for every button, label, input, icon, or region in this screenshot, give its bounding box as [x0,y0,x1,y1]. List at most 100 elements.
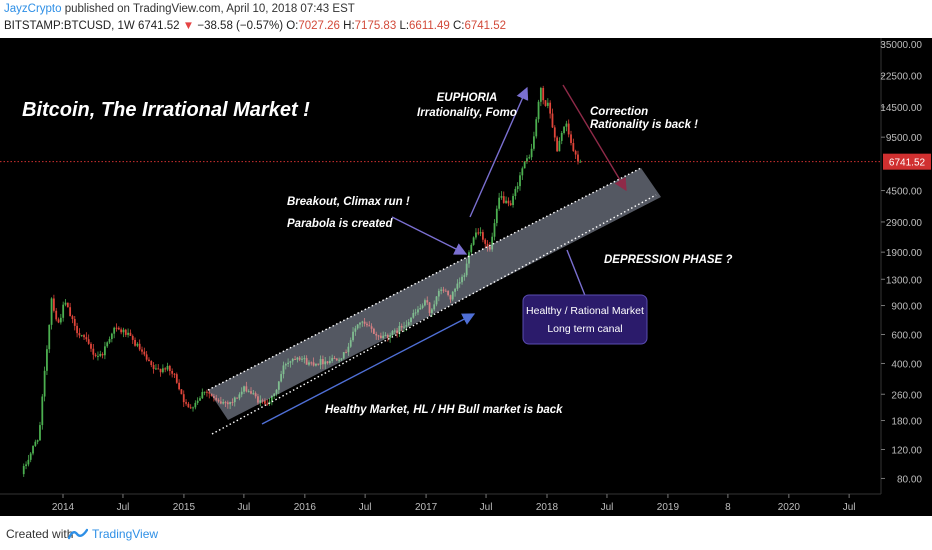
candle-body [386,334,389,338]
candle-body [90,343,92,349]
candle-body [410,317,412,323]
candle-body [461,276,463,283]
chart-background [0,38,932,516]
callout-pointer [566,249,587,299]
candle-body [173,373,176,375]
candle-body [298,357,301,360]
x-tick-label: Jul [359,502,372,513]
candle-body [338,359,341,361]
candle-body [161,368,164,373]
candle-body [41,396,44,426]
candle-body [73,319,76,326]
candle-body [549,102,552,114]
candle-body [382,335,385,338]
candle-body [110,333,113,340]
y-tick-label: 400.00 [891,359,922,370]
candle-body [155,368,157,370]
candle-body [430,309,433,313]
candle-body [219,401,222,404]
candle-body [182,394,185,403]
candle-body [570,134,572,143]
x-tick-label: 2017 [415,502,438,513]
channel-band[interactable] [208,168,661,420]
candle-body [185,402,187,404]
y-tick-label: 14500.00 [880,103,922,114]
channel-lower-edge [211,194,657,435]
candle-body [481,232,484,240]
candle-body [212,396,215,398]
symbol-label[interactable]: BITSTAMP:BTCUSD, 1W [4,20,135,32]
candle-body [400,326,403,328]
candle-body [80,335,83,337]
candle-body [254,393,257,397]
candle-body [229,402,232,405]
x-tick-label: 8 [725,502,731,513]
candle-body [159,368,162,373]
ohlc-legend: BITSTAMP:BTCUSD, 1W 6741.52 ▼ −38.58 (−0… [4,20,506,32]
y-tick-label: 9500.00 [886,133,923,144]
candle-body [551,113,554,128]
x-tick-label: Jul [480,502,493,513]
candle-body [368,325,371,327]
candle-body [99,353,102,356]
y-tick-label: 35000.00 [880,40,922,51]
candle-body [456,283,459,289]
tradingview-brand[interactable]: TradingView [68,524,158,544]
candle-body [421,305,424,308]
author-link[interactable]: JayzCrypto [4,3,62,15]
candle-body [247,391,250,393]
candle-body [514,189,517,197]
candle-body [171,370,174,374]
publish-info: JayzCrypto published on TradingView.com,… [4,3,355,15]
candle-body [277,381,280,390]
publish-text: published on TradingView.com, April 10, … [64,3,355,15]
x-tick-label: Jul [601,502,614,513]
candle-body [289,361,292,363]
x-tick-label: 2019 [657,502,680,513]
candle-body [493,223,496,237]
healthy-market-arrow [261,313,476,425]
candle-body [512,196,514,206]
candle-body [141,349,143,352]
candle-body [138,343,141,350]
candle-body [500,196,503,198]
footer: Created with TradingView [0,516,932,550]
candle-body [454,288,456,292]
open-label: O: [286,20,299,32]
candle-body [69,307,72,317]
y-tick-label: 80.00 [897,474,922,485]
candle-body [257,396,259,403]
down-triangle-icon: ▼ [182,20,195,32]
candle-body [97,355,99,357]
candle-body [495,208,498,224]
candle-body [305,358,308,365]
candle-body [310,362,313,364]
y-tick-label: 180.00 [891,417,922,428]
candle-body [57,319,60,323]
candle-body [134,339,136,346]
candle-body [39,425,41,441]
open-value: 7027.26 [298,20,340,32]
candle-body [361,321,364,323]
candle-body [502,196,505,203]
candle-body [565,123,568,127]
candle-body [530,148,533,158]
candle-body [417,309,419,313]
last-price-tag [883,153,931,170]
candle-body [87,339,90,344]
y-tick-label: 1900.00 [886,248,923,259]
candle-body [475,232,477,238]
candle-body [76,325,78,334]
x-tick-label: 2018 [536,502,559,513]
price-chart[interactable]: Bitcoin, The Irrational Market ! EUPHORIA… [0,38,932,516]
candle-body [32,445,34,454]
candle-body [484,239,487,244]
candle-body [505,200,507,203]
x-tick-label: 2014 [52,502,75,513]
candle-body [396,330,398,334]
candle-body [36,440,39,442]
candle-body [347,346,350,353]
candle-body [537,101,540,120]
high-label: H: [343,20,355,32]
x-tick-label: Jul [117,502,130,513]
